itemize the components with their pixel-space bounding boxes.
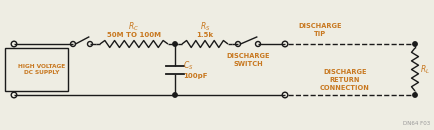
Circle shape xyxy=(412,42,416,46)
Text: 50M TO 100M: 50M TO 100M xyxy=(107,32,161,38)
Text: $C_S$: $C_S$ xyxy=(183,60,193,72)
Bar xyxy=(5,48,68,91)
Text: DISCHARGE
RETURN
CONNECTION: DISCHARGE RETURN CONNECTION xyxy=(319,69,369,91)
Circle shape xyxy=(172,42,177,46)
Text: DISCHARGE
TIP: DISCHARGE TIP xyxy=(298,23,341,37)
Circle shape xyxy=(172,93,177,97)
Circle shape xyxy=(412,93,416,97)
Text: DISCHARGE
SWITCH: DISCHARGE SWITCH xyxy=(226,53,269,67)
Text: 1.5k: 1.5k xyxy=(196,32,213,38)
Text: DN64 F03: DN64 F03 xyxy=(402,121,429,126)
Text: HIGH VOLTAGE
DC SUPPLY: HIGH VOLTAGE DC SUPPLY xyxy=(18,64,65,75)
Text: $R_S$: $R_S$ xyxy=(199,21,210,33)
Text: 100pF: 100pF xyxy=(183,73,207,79)
Text: $R_C$: $R_C$ xyxy=(128,21,139,33)
Text: $R_L$: $R_L$ xyxy=(419,64,429,76)
